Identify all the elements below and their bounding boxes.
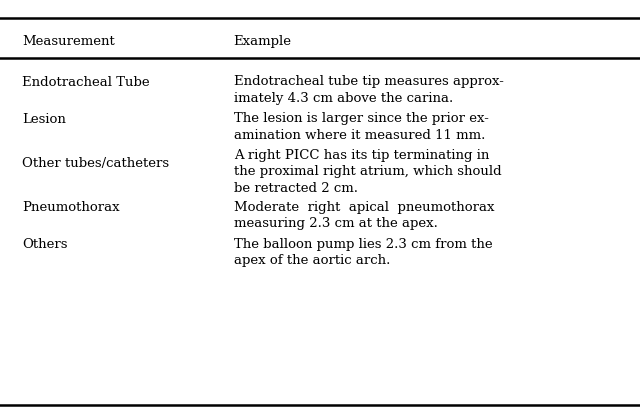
Text: The balloon pump lies 2.3 cm from the
apex of the aortic arch.: The balloon pump lies 2.3 cm from the ap… xyxy=(234,237,492,267)
Text: The lesion is larger since the prior ex-
amination where it measured 11 mm.: The lesion is larger since the prior ex-… xyxy=(234,112,488,141)
Text: Other tubes/catheters: Other tubes/catheters xyxy=(22,157,170,170)
Text: Endotracheal tube tip measures approx-
imately 4.3 cm above the carina.: Endotracheal tube tip measures approx- i… xyxy=(234,75,504,105)
Text: Measurement: Measurement xyxy=(22,35,115,48)
Text: Lesion: Lesion xyxy=(22,113,67,126)
Text: A right PICC has its tip terminating in
the proximal right atrium, which should
: A right PICC has its tip terminating in … xyxy=(234,149,501,195)
Text: Pneumothorax: Pneumothorax xyxy=(22,201,120,214)
Text: Example: Example xyxy=(234,35,292,48)
Text: Moderate  right  apical  pneumothorax
measuring 2.3 cm at the apex.: Moderate right apical pneumothorax measu… xyxy=(234,201,494,230)
Text: Endotracheal Tube: Endotracheal Tube xyxy=(22,76,150,89)
Text: Others: Others xyxy=(22,238,68,251)
